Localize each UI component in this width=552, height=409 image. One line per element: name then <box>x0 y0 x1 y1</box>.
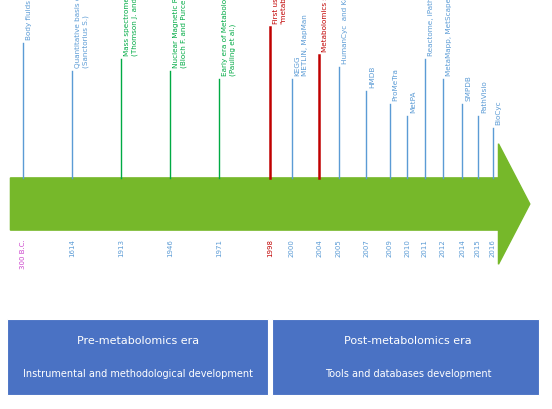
Text: 1946: 1946 <box>167 238 173 256</box>
Text: Pre-metabolomics era: Pre-metabolomics era <box>77 335 199 345</box>
Text: 1614: 1614 <box>69 238 75 256</box>
Text: 300 B.C.: 300 B.C. <box>20 238 26 268</box>
Text: MetaMapp, MetScape: MetaMapp, MetScape <box>445 0 452 76</box>
Text: 2009: 2009 <box>387 238 392 256</box>
Text: 2010: 2010 <box>404 238 410 256</box>
Text: Post-metabolomics era: Post-metabolomics era <box>344 335 472 345</box>
Text: Mass spectrometer
(Thomson J. and Aston F.): Mass spectrometer (Thomson J. and Aston … <box>124 0 137 56</box>
Bar <box>272 319 539 395</box>
Text: 2011: 2011 <box>422 238 428 256</box>
Text: Early era of Metabolomics
(Pauling et al.): Early era of Metabolomics (Pauling et al… <box>222 0 236 76</box>
Text: Instrumental and methodological development: Instrumental and methodological developm… <box>23 369 253 379</box>
Text: 1998: 1998 <box>267 238 273 256</box>
Text: HMDB: HMDB <box>369 66 375 88</box>
Text: 2005: 2005 <box>336 238 342 256</box>
Text: First use of the word
"metabolome": First use of the word "metabolome" <box>273 0 286 24</box>
Text: BioCyc: BioCyc <box>496 100 502 124</box>
Text: 2004: 2004 <box>316 238 322 256</box>
Text: Metabolomics society founded: Metabolomics society founded <box>322 0 328 52</box>
Text: MetPA: MetPA <box>410 90 416 112</box>
Polygon shape <box>10 144 530 265</box>
Text: 2007: 2007 <box>363 238 369 256</box>
Text: Quantitative basis of metabolism
(Sanctorius S.): Quantitative basis of metabolism (Sancto… <box>75 0 89 68</box>
Text: 2000: 2000 <box>289 238 295 256</box>
Text: 2012: 2012 <box>439 238 445 256</box>
Bar <box>8 319 268 395</box>
Text: Tools and databases development: Tools and databases development <box>325 369 491 379</box>
Text: ProMeTra: ProMeTra <box>392 67 399 100</box>
Text: Reactome, iPath, Pathos, Paintomics: Reactome, iPath, Pathos, Paintomics <box>428 0 434 56</box>
Text: KEGG
METLIN, MapMan: KEGG METLIN, MapMan <box>295 15 307 76</box>
Text: SMPDB: SMPDB <box>465 74 471 100</box>
Text: Nuclear Magnetic Resonance
(Bloch F. and Purcell E.): Nuclear Magnetic Resonance (Bloch F. and… <box>173 0 187 68</box>
Text: 2014: 2014 <box>459 238 465 256</box>
Text: 1971: 1971 <box>216 238 222 256</box>
Text: PathVisio: PathVisio <box>481 80 487 112</box>
Text: Body fluids to predict disease: Body fluids to predict disease <box>26 0 32 40</box>
Text: HumanCyc  and KaPPA-view: HumanCyc and KaPPA-view <box>342 0 348 64</box>
Text: 2015: 2015 <box>475 238 481 256</box>
Text: 2016: 2016 <box>490 238 496 256</box>
Text: 1913: 1913 <box>118 238 124 256</box>
